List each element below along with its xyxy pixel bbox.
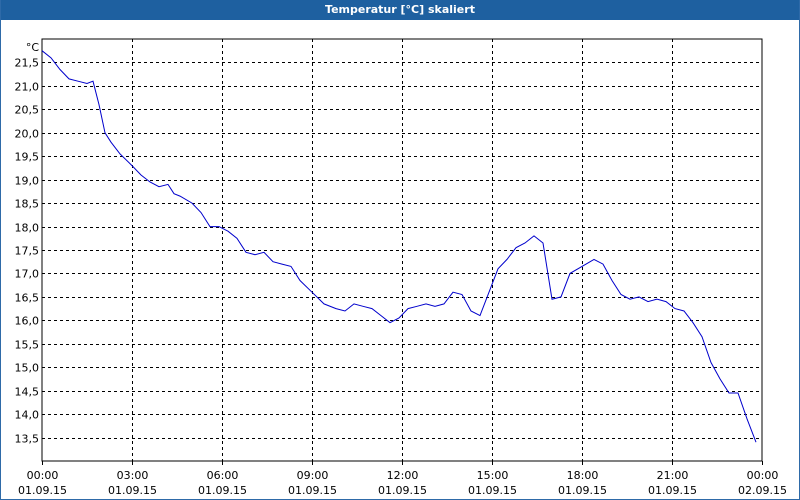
- y-tick-label: 18,5: [15, 198, 40, 211]
- y-tick-label: 20,0: [15, 128, 40, 141]
- x-tick-date: 01.09.15: [648, 484, 697, 497]
- y-tick-label: 15,0: [15, 362, 40, 375]
- temperature-series-line: [41, 50, 757, 443]
- y-tick-label: 14,0: [15, 409, 40, 422]
- x-tick-date: 01.09.15: [108, 484, 157, 497]
- y-axis-unit: °C: [26, 41, 40, 54]
- y-tick-label: 16,5: [15, 292, 40, 305]
- y-tick-label: 14,5: [15, 386, 40, 399]
- y-tick-label: 21,0: [15, 81, 40, 94]
- x-tick-time: 00:00: [27, 469, 59, 482]
- x-tick-time: 03:00: [117, 469, 149, 482]
- y-tick-label: 21,5: [15, 57, 40, 70]
- x-tick-date: 01.09.15: [18, 484, 67, 497]
- x-tick-time: 09:00: [297, 469, 329, 482]
- x-tick-date: 01.09.15: [558, 484, 607, 497]
- x-tick-time: 06:00: [207, 469, 239, 482]
- y-tick-label: 19,0: [15, 175, 40, 188]
- y-tick-label: 16,0: [15, 315, 40, 328]
- y-tick-label: 20,5: [15, 104, 40, 117]
- x-tick-time: 21:00: [657, 469, 689, 482]
- x-tick-date: 01.09.15: [468, 484, 517, 497]
- y-tick-label: 17,0: [15, 268, 40, 281]
- x-tick-date: 01.09.15: [198, 484, 247, 497]
- y-tick-label: 13,5: [15, 433, 40, 446]
- x-tick-time: 00:00: [747, 469, 779, 482]
- y-tick-label: 18,0: [15, 222, 40, 235]
- x-tick-time: 12:00: [387, 469, 419, 482]
- x-tick-time: 15:00: [477, 469, 509, 482]
- y-tick-label: 17,5: [15, 245, 40, 258]
- y-tick-label: 15,5: [15, 339, 40, 352]
- x-tick-date: 01.09.15: [378, 484, 427, 497]
- y-tick-label: 19,5: [15, 151, 40, 164]
- x-tick-date: 01.09.15: [288, 484, 337, 497]
- x-tick-time: 18:00: [567, 469, 599, 482]
- window-title: Temperatur [°C] skaliert: [1, 0, 799, 20]
- x-tick-date: 02.09.15: [738, 484, 787, 497]
